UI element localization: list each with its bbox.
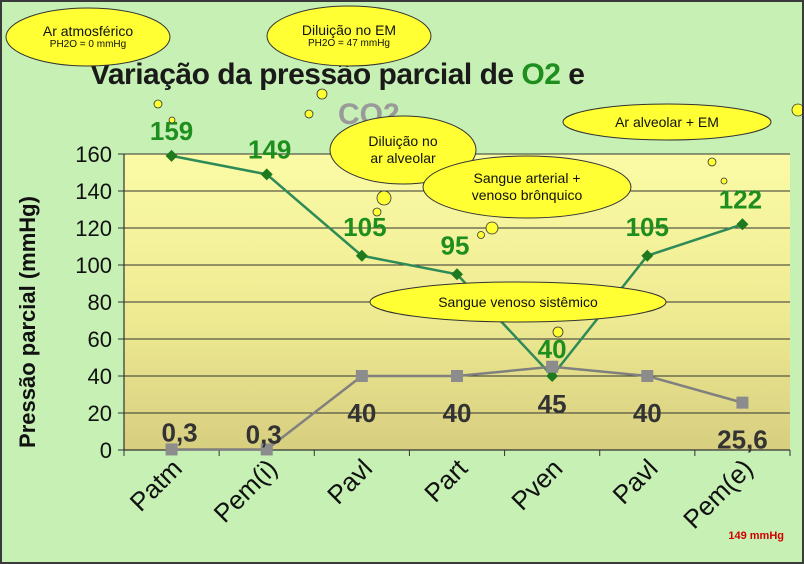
cloud-text: Sangue arterial + (473, 170, 581, 187)
data-point-co2 (736, 396, 749, 409)
x-tick-label: Pavl (607, 453, 664, 510)
data-point-co2 (641, 370, 654, 382)
cloud-shape (562, 103, 772, 141)
cloud-shape (266, 5, 432, 67)
data-label-o2: 40 (538, 334, 567, 364)
y-tick-label: 120 (75, 216, 112, 241)
x-tick-label: Pem(e) (677, 453, 758, 534)
y-tick-label: 140 (75, 179, 112, 204)
cloud-shape (369, 281, 667, 323)
cloud-sangue-venoso: Sangue venoso sistêmico (368, 280, 668, 324)
y-tick-label: 100 (75, 253, 112, 278)
cloud-text-2: venoso brônquico (471, 187, 583, 203)
data-point-o2 (260, 168, 273, 181)
data-point-o2 (546, 370, 559, 382)
data-label-co2: 0,3 (246, 419, 282, 449)
cloud-ar-atmosferico: Ar atmosférico PH2O = 0 mmHg (4, 6, 172, 68)
y-tick-label: 60 (88, 327, 112, 352)
cloud-text-2: ar alveolar (370, 150, 436, 166)
cloud-text: Diluição no EM (301, 21, 397, 38)
x-tick-label: Pavl (321, 453, 378, 510)
data-label-co2: 40 (347, 398, 376, 428)
data-label-co2: 45 (538, 389, 567, 419)
cloud-text: Ar alveolar + EM (615, 113, 719, 130)
data-label-o2: 159 (150, 116, 193, 146)
title-tail: e (560, 58, 585, 91)
x-tick-label: Pem(i) (208, 453, 283, 528)
cloud-ar-alveolar-em: Ar alveolar + EM (562, 102, 772, 142)
data-label-o2: 95 (441, 230, 470, 260)
data-label-o2: 122 (719, 184, 762, 214)
data-point-co2 (546, 360, 559, 373)
cloud-subtext: PH2O = 0 mmHg (49, 39, 127, 51)
y-tick-label: 0 (100, 438, 112, 463)
y-axis-label: Pressão parcial (mmHg) (15, 196, 40, 448)
cloud-text: Diluição no (368, 133, 438, 150)
cloud-text: Sangue venoso sistêmico (438, 293, 598, 310)
data-point-o2 (451, 268, 463, 281)
y-tick-label: 40 (88, 364, 112, 389)
data-label-o2: 105 (343, 212, 386, 242)
x-tick-label: Patm (124, 453, 188, 517)
data-point-co2 (165, 443, 178, 456)
data-label-o2: 149 (248, 134, 291, 164)
title-text: Variação da pressão parcial de (90, 58, 522, 91)
cloud-text: Ar atmosférico (42, 22, 134, 39)
data-point-o2 (355, 249, 368, 262)
cloud-sangue-arterial: Sangue arterial + venoso brônquico (422, 154, 632, 220)
data-label-co2: 40 (443, 398, 472, 428)
x-tick-label: Part (418, 452, 473, 507)
data-point-co2 (451, 370, 463, 382)
chart-title: Variação da pressão parcial de O2 e (90, 58, 585, 92)
title-o2: O2 (521, 58, 561, 91)
cloud-shape (422, 155, 632, 219)
footnote: 149 mmHg (728, 530, 784, 542)
data-label-co2: 40 (633, 398, 662, 428)
y-tick-label: 20 (88, 401, 112, 426)
data-point-o2 (736, 218, 749, 231)
cloud-subtext: PH2O = 47 mmHg (308, 38, 390, 50)
y-tick-label: 160 (75, 142, 112, 167)
data-point-o2 (641, 249, 654, 262)
cloud-shape (329, 115, 477, 185)
data-point-co2 (260, 443, 273, 456)
data-point-co2 (355, 370, 368, 382)
data-label-co2: 0,3 (161, 417, 197, 447)
y-tick-label: 80 (88, 290, 112, 315)
cloud-diluicao-em: Diluição no EM PH2O = 47 mmHg (266, 4, 432, 68)
data-point-o2 (165, 149, 178, 162)
cloud-shape (5, 7, 171, 67)
x-tick-label: Pven (505, 453, 568, 516)
cloud-diluicao-alveolar: Diluição no ar alveolar (328, 114, 478, 186)
data-label-o2: 105 (626, 212, 669, 242)
data-label-co2: 25,6 (717, 425, 768, 455)
